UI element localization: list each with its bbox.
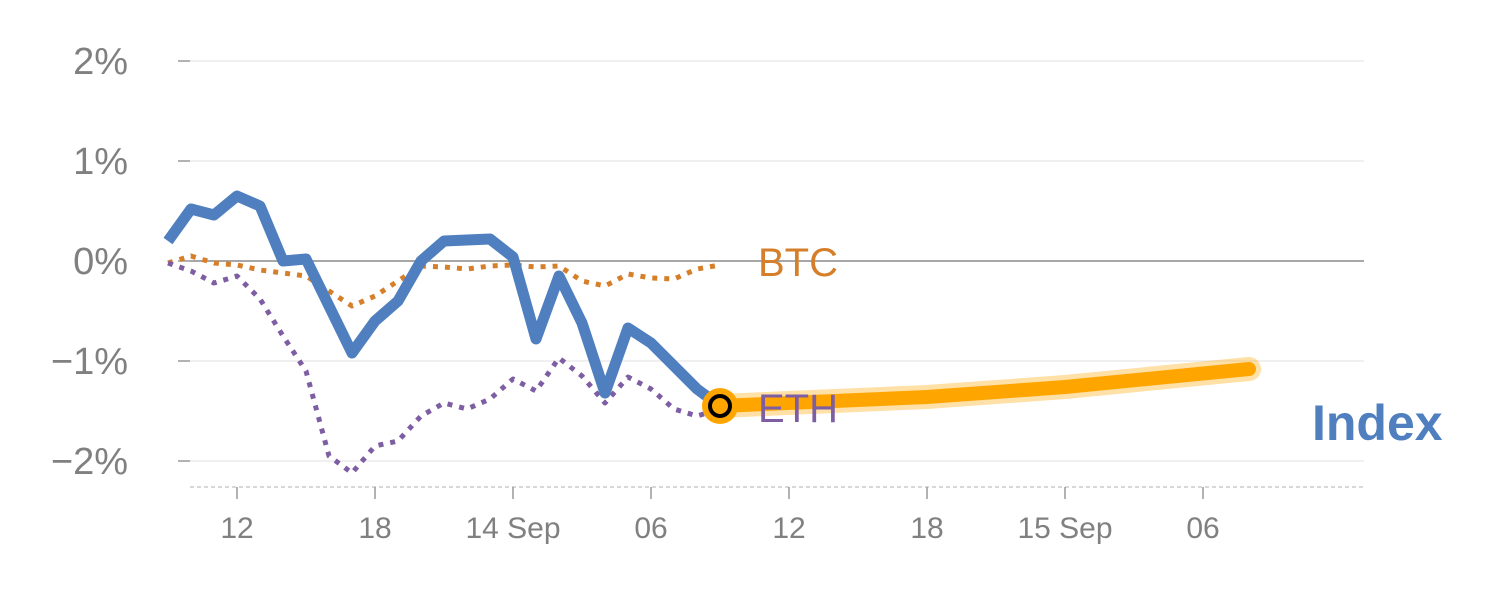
forecast-band bbox=[708, 357, 1261, 418]
y-tick-label: 0% bbox=[73, 241, 128, 283]
y-tick-label: −1% bbox=[51, 341, 128, 383]
x-tick-label: 14 Sep bbox=[465, 512, 560, 545]
series-line-index bbox=[163, 190, 724, 411]
current-point-marker bbox=[702, 388, 738, 424]
series-lines bbox=[163, 190, 724, 476]
x-axis: 12 18 14 Sep 06 12 18 15 Sep 06 bbox=[220, 487, 1220, 545]
series-line-eth bbox=[167, 260, 721, 476]
x-tick-label: 18 bbox=[358, 512, 391, 545]
x-tick-label: 18 bbox=[910, 512, 943, 545]
series-label-eth: ETH bbox=[758, 387, 838, 431]
series-label-btc: BTC bbox=[758, 241, 838, 285]
marker-ring bbox=[708, 394, 732, 418]
y-axis: 2% 1% 0% −1% −2% bbox=[51, 41, 128, 483]
forecast-line bbox=[713, 362, 1256, 413]
series-label-index: Index bbox=[1312, 395, 1443, 451]
series-labels: BTC ETH Index bbox=[758, 241, 1443, 451]
x-tick-label: 06 bbox=[634, 512, 667, 545]
x-tick-label: 06 bbox=[1186, 512, 1219, 545]
marker-outer bbox=[702, 388, 738, 424]
y-tick-label: 1% bbox=[73, 141, 128, 183]
y-tick-label: −2% bbox=[51, 441, 128, 483]
x-tick-label: 12 bbox=[772, 512, 805, 545]
y-tick-label: 2% bbox=[73, 41, 128, 83]
grid bbox=[178, 60, 1364, 488]
series-line-btc bbox=[167, 253, 721, 309]
x-tick-label: 12 bbox=[220, 512, 253, 545]
x-tick-label: 15 Sep bbox=[1017, 512, 1112, 545]
